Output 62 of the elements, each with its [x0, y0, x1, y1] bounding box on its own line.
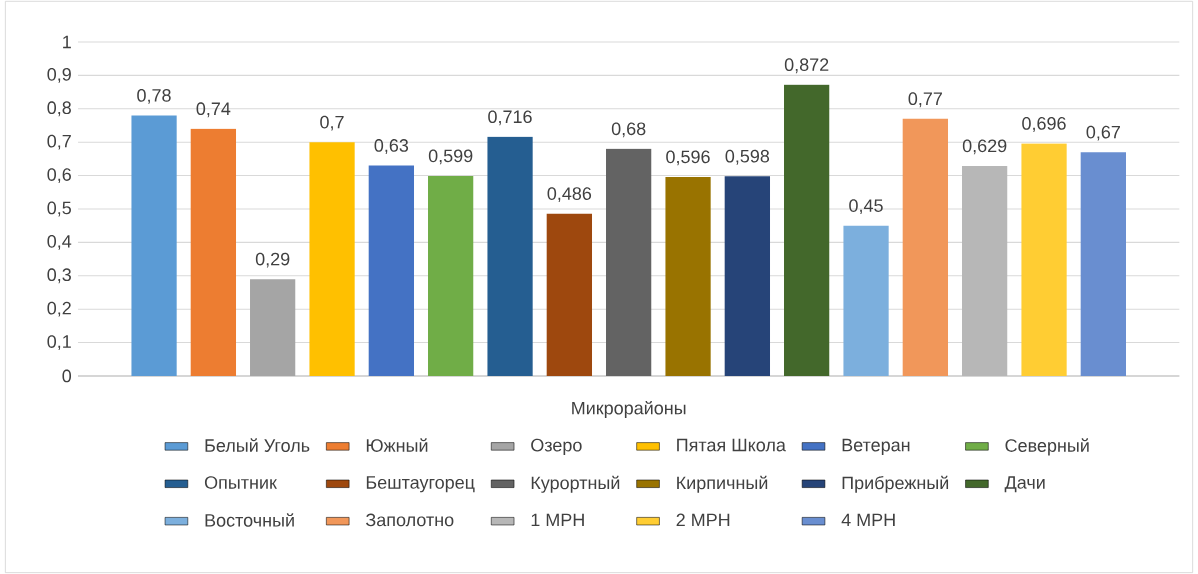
legend-label: Южный [366, 438, 428, 452]
legend-label: Бештаугорец [366, 476, 475, 493]
data-label: 0,74 [196, 102, 231, 118]
legend-label: Ветеран [842, 438, 910, 455]
legend-label: Пятая Школа [677, 438, 786, 452]
bar [546, 213, 593, 376]
bar [1021, 143, 1067, 376]
data-label: 0,77 [908, 92, 942, 108]
legend-label: 2 МРН [676, 513, 730, 527]
legend-label: Дачи [1004, 476, 1045, 493]
data-label: 0,68 [611, 122, 646, 138]
bar [428, 175, 474, 376]
legend-label: 1 МРН [531, 513, 584, 527]
y-tick-label: 0,8 [47, 101, 71, 117]
legend-label: Курортный [531, 475, 620, 493]
bar [131, 115, 177, 376]
data-label: 0,599 [428, 149, 473, 165]
bar [250, 279, 296, 376]
data-label: 0,67 [1086, 125, 1120, 141]
bar [1080, 152, 1126, 376]
legend-label: 4 МРН [841, 513, 895, 527]
bar [309, 142, 355, 376]
legend-label: Прибрежный [842, 475, 949, 493]
y-tick-label: 0,1 [47, 335, 71, 351]
legend-label: Озеро [531, 438, 582, 456]
legend-label: Восточный [205, 513, 294, 527]
legend-label: Опытник [204, 476, 277, 489]
x-tick-label: Микрорайоны [572, 400, 686, 419]
y-tick-label: 0 [62, 369, 72, 383]
legend-label: Северный [1005, 438, 1089, 456]
data-label: 0,45 [849, 199, 883, 215]
data-label: 0,629 [962, 139, 1007, 155]
legend-label: Заполотно [365, 513, 454, 527]
y-tick-label: 1 [63, 35, 71, 49]
legend-label: Кирпичный [677, 475, 768, 493]
bar [784, 84, 830, 376]
bar [665, 176, 711, 376]
y-tick-label: 0,9 [47, 67, 71, 83]
y-tick-label: 0,7 [47, 134, 71, 150]
data-label: 0,29 [255, 252, 290, 268]
y-tick-label: 0,2 [47, 301, 71, 317]
legend-label: Белый Уголь [205, 438, 310, 452]
data-label: 0,872 [784, 58, 829, 74]
data-label: 0,7 [320, 115, 344, 131]
bar [843, 225, 889, 376]
data-label: 0,486 [547, 187, 592, 203]
data-label: 0,63 [374, 139, 409, 154]
y-tick-label: 0,3 [47, 268, 71, 284]
y-tick-label: 0,5 [47, 201, 71, 217]
y-tick-label: 0,6 [47, 168, 71, 184]
data-label: 0,598 [725, 149, 770, 165]
bar [368, 165, 415, 376]
data-label: 0,78 [137, 89, 171, 104]
bar [487, 136, 533, 376]
bar [724, 176, 771, 376]
data-label: 0,596 [666, 150, 710, 166]
bar [606, 148, 652, 376]
data-label: 0,696 [1022, 117, 1066, 132]
bar [902, 118, 949, 376]
bar [190, 128, 237, 376]
data-label: 0,716 [488, 110, 532, 126]
y-tick-label: 0,4 [47, 234, 72, 250]
